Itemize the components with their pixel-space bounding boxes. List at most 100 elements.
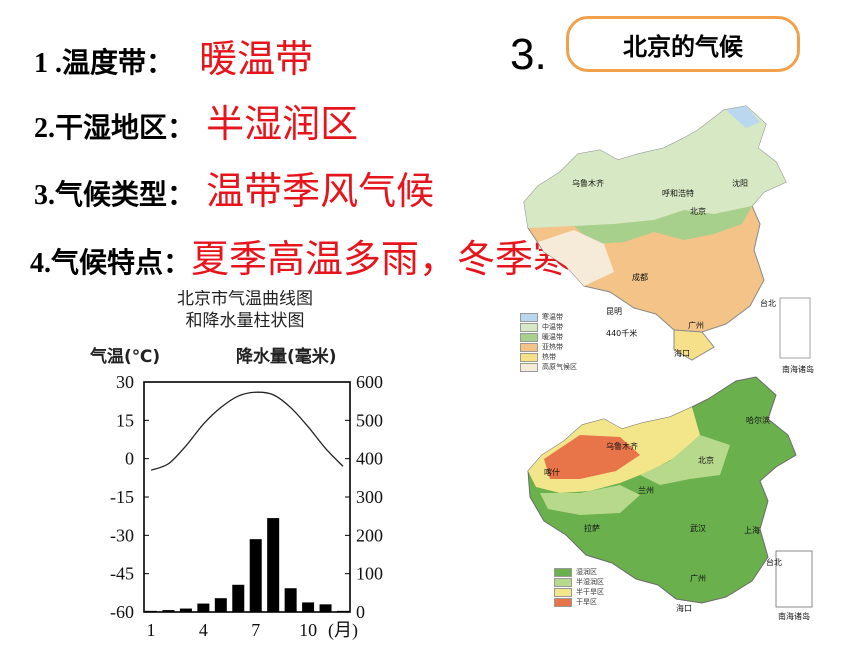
map1-inset-label: 南海诸岛 xyxy=(782,365,814,374)
y-left-tick-label: -15 xyxy=(110,487,134,507)
map-city-label: 乌鲁木齐 xyxy=(572,179,604,188)
y-left-tick-label: 15 xyxy=(116,410,134,430)
item-moisture-region: 2.干湿地区： 半湿润区 xyxy=(34,93,358,148)
legend-label: 高原气候区 xyxy=(542,363,577,371)
precipitation-bar xyxy=(232,584,245,612)
precipitation-bar xyxy=(214,598,227,612)
y-left-tick-label: -45 xyxy=(110,564,134,584)
item-value: 半湿润区 xyxy=(206,102,359,146)
x-tick-label: 4 xyxy=(199,620,208,640)
section-number: 3. xyxy=(510,30,547,79)
precipitation-bars xyxy=(145,518,349,612)
temperature-line xyxy=(150,391,344,471)
china-map-outline xyxy=(523,105,811,361)
y-left-tick-label: -30 xyxy=(110,525,134,545)
item-temperature-zone: 1 .温度带： 暖温带 xyxy=(34,28,313,83)
item-label: 温度带： xyxy=(62,46,175,79)
map-city-label: 广州 xyxy=(688,321,704,330)
y-axis-label-left: 气温(℃) xyxy=(89,346,160,367)
map-city-label: 昆明 xyxy=(606,307,622,316)
map-city-label: 海口 xyxy=(674,349,690,358)
x-axis-unit: (月) xyxy=(328,620,358,641)
item-label: 气候类型： xyxy=(55,178,196,211)
legend-swatch xyxy=(554,567,572,577)
y-right-tick-label: 200 xyxy=(356,525,383,545)
chart-title-line: 北京市气温曲线图 xyxy=(177,290,313,309)
precipitation-bar xyxy=(267,518,280,612)
legend-item: 热带 xyxy=(520,352,556,362)
precipitation-bar xyxy=(284,588,297,612)
item-value: 暖温带 xyxy=(199,37,314,81)
precipitation-bar xyxy=(197,603,210,612)
map-city-label: 乌鲁木齐 xyxy=(606,442,638,451)
precipitation-bar xyxy=(319,604,332,612)
legend-swatch xyxy=(520,322,538,332)
right-axis-ticks: 600 500 400 300 200 100 0 xyxy=(345,372,383,622)
legend-swatch xyxy=(554,577,572,587)
legend-label: 半湿润区 xyxy=(576,578,604,586)
y-right-tick-label: 100 xyxy=(356,564,383,584)
section-title: 北京的气候 xyxy=(566,16,800,72)
map-city-label: 台北 xyxy=(766,558,782,567)
map-city-label: 台北 xyxy=(760,299,776,308)
legend-swatch xyxy=(520,362,538,372)
legend-item: 中温带 xyxy=(520,322,563,332)
y-right-tick-label: 500 xyxy=(356,410,383,430)
x-tick-label: 10 xyxy=(299,620,317,640)
y-right-tick-label: 400 xyxy=(356,449,383,469)
item-number: 3. xyxy=(34,180,55,211)
legend-label: 寒温带 xyxy=(542,313,563,321)
y-axis-label-right: 降水量(毫米) xyxy=(236,346,337,367)
map2-inset-label: 南海诸岛 xyxy=(778,612,810,621)
map-city-label: 北京 xyxy=(698,456,714,465)
moisture-region-map: 湿润区半湿润区半干旱区干旱区 北京 乌鲁木齐 哈尔滨喀什兰州拉萨 武汉 上海台北广州海口… xyxy=(520,375,820,625)
item-label: 气候特点： xyxy=(51,246,192,279)
legend-swatch xyxy=(520,332,538,342)
legend-swatch xyxy=(520,342,538,352)
x-axis-ticks: 1 4 7 10 (月) xyxy=(147,620,359,641)
map-city-label: 海口 xyxy=(676,604,692,613)
legend-label: 热带 xyxy=(542,353,556,361)
legend-item: 半干旱区 xyxy=(554,587,604,597)
china-map-outline xyxy=(527,376,813,608)
legend-label: 干旱区 xyxy=(576,598,597,606)
map-city-label: 哈尔滨 xyxy=(746,416,770,425)
item-number: 1 . xyxy=(34,48,62,79)
temperature-zone-map: 寒温带 中温带 暖温带 亚热带 热带 高原气候区 呼和浩特 乌鲁木齐 北京 沈阳 成都 广州 台北 昆明… xyxy=(514,102,814,380)
plot-area xyxy=(143,381,351,613)
precipitation-bar xyxy=(302,602,315,612)
precipitation-bar xyxy=(337,610,349,612)
legend-swatch xyxy=(554,597,572,607)
legend-item: 寒温带 xyxy=(520,312,563,322)
item-climate-type: 3.气候类型： 温带季风气候 xyxy=(34,160,434,215)
map-city-label: 武汉 xyxy=(690,524,706,533)
y-right-tick-label: 600 xyxy=(356,372,383,392)
item-number: 2. xyxy=(34,113,55,144)
map-city-label: 北京 xyxy=(690,207,706,216)
x-tick-label: 7 xyxy=(251,620,260,640)
y-left-tick-label: -60 xyxy=(110,602,134,622)
map-city-label: 上海 xyxy=(744,526,760,535)
map-city-label: 拉萨 xyxy=(584,524,600,533)
map-city-label: 广州 xyxy=(690,574,706,583)
map1-scale: 440千米 xyxy=(606,329,638,338)
y-right-tick-label: 300 xyxy=(356,487,383,507)
map-city-label: 呼和浩特 xyxy=(662,189,694,198)
legend-swatch xyxy=(520,312,538,322)
legend-label: 湿润区 xyxy=(576,568,597,576)
legend-item: 高原气候区 xyxy=(520,362,577,372)
map-city-label: 成都 xyxy=(632,273,648,282)
legend-item: 湿润区 xyxy=(554,567,597,577)
legend-item: 半湿润区 xyxy=(554,577,604,587)
item-number: 4. xyxy=(30,248,51,279)
x-tick-label: 1 xyxy=(147,620,156,640)
legend-label: 亚热带 xyxy=(542,343,563,351)
y-left-tick-label: 0 xyxy=(125,449,134,469)
legend-swatch xyxy=(554,587,572,597)
map-city-label: 兰州 xyxy=(638,486,654,495)
map-city-label: 沈阳 xyxy=(732,179,748,188)
legend-label: 半干旱区 xyxy=(576,588,604,596)
map-city-label: 喀什 xyxy=(544,468,560,477)
item-value: 温带季风气候 xyxy=(206,169,435,213)
